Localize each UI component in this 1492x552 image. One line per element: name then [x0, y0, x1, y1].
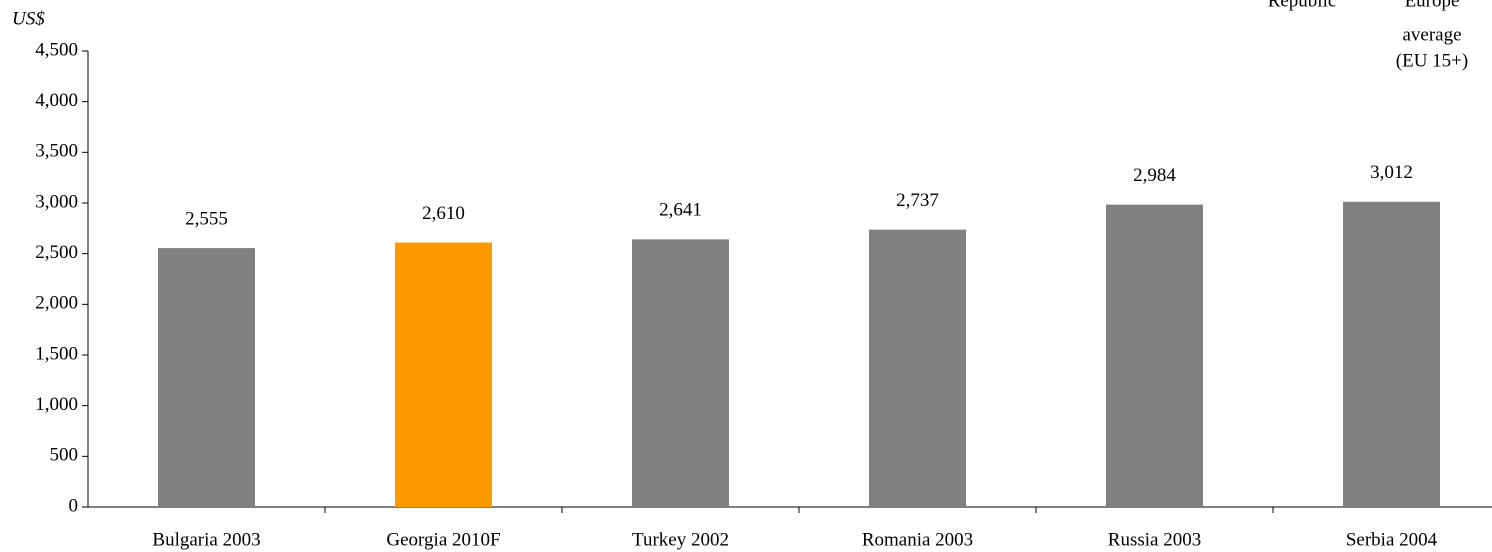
x-tick-label: Georgia 2010F [386, 529, 500, 550]
value-label: 2,610 [422, 203, 465, 224]
x-tick-label: Russia 2003 [1108, 529, 1201, 550]
bar [1106, 204, 1203, 507]
annotation: Republic [1268, 0, 1337, 11]
bar [395, 242, 492, 507]
y-tick-label: 1,500 [35, 343, 78, 364]
y-tick-label: 2,500 [35, 242, 78, 263]
bar [632, 239, 729, 507]
annotation: Europe [1405, 0, 1460, 11]
y-tick-label: 3,000 [35, 191, 78, 212]
annotation: average [1402, 24, 1461, 45]
y-tick-label: 2,000 [35, 293, 78, 314]
y-axis-label: US$ [12, 8, 45, 29]
y-tick-label: 1,000 [35, 394, 78, 415]
y-tick-label: 3,500 [35, 141, 78, 162]
value-label: 2,641 [659, 200, 702, 221]
value-label: 3,012 [1370, 162, 1413, 183]
bar [158, 248, 255, 508]
y-tick-label: 500 [50, 445, 79, 466]
x-tick-label: Serbia 2004 [1346, 529, 1438, 550]
annotation: (EU 15+) [1396, 50, 1468, 71]
value-label: 2,555 [185, 208, 228, 229]
x-tick-label: Romania 2003 [862, 529, 973, 550]
bar [869, 229, 966, 507]
y-tick-label: 4,500 [35, 39, 78, 60]
value-label: 2,984 [1133, 165, 1176, 186]
x-tick-label: Bulgaria 2003 [152, 529, 260, 550]
y-tick-label: 0 [69, 495, 79, 516]
bar [1343, 201, 1440, 507]
x-tick-label: Turkey 2002 [632, 529, 729, 550]
value-label: 2,737 [896, 190, 939, 211]
y-tick-label: 4,000 [35, 90, 78, 111]
